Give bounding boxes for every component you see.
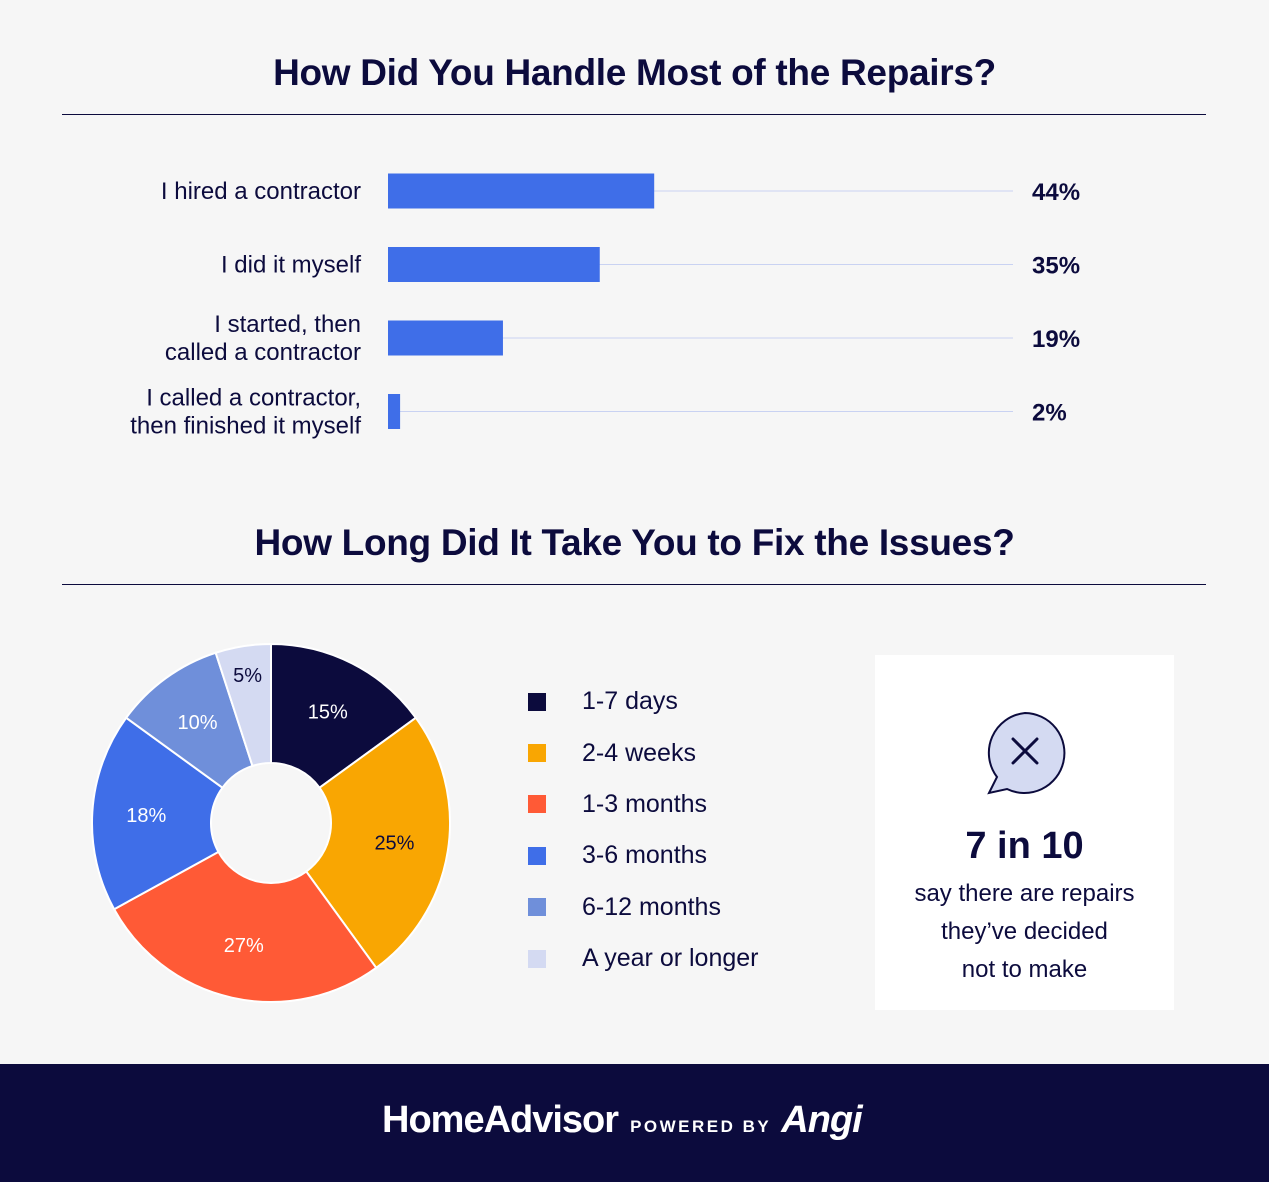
bar xyxy=(388,247,600,282)
x-speech-bubble-icon xyxy=(987,711,1066,795)
legend-label: 3-6 months xyxy=(582,841,708,870)
bar-category-label: I did it myself xyxy=(221,252,361,279)
bar-value-label: 2% xyxy=(1032,400,1067,427)
pie-slice-label: 27% xyxy=(224,935,264,957)
title-divider xyxy=(62,114,1206,115)
stat-text-line: not to make xyxy=(961,956,1088,983)
legend-label: 2-4 weeks xyxy=(582,738,696,767)
brand-logo: HomeAdvisor POWERED BY Angi xyxy=(382,1099,863,1143)
footer-bar xyxy=(0,1064,1269,1182)
legend-item: 3-6 months xyxy=(528,830,759,881)
stat-number: 7 in 10 xyxy=(965,825,1084,867)
legend-label: 1-7 days xyxy=(582,687,678,716)
stat-description: say there are repairs they’ve decided no… xyxy=(875,875,1174,989)
bar-category-label: I called a contractor, xyxy=(146,385,361,412)
donut-chart: 15% 25% 27% 18% 10% 5% xyxy=(91,642,451,1003)
bar xyxy=(388,320,503,356)
bar xyxy=(388,394,401,429)
legend-swatch xyxy=(528,744,546,763)
stat-text-line: they’ve decided xyxy=(941,918,1108,945)
pie-slice xyxy=(304,716,451,970)
pie-slice-label: 25% xyxy=(374,833,414,855)
legend-swatch xyxy=(528,949,546,968)
legend-label: 1-3 months xyxy=(582,789,708,818)
pie-slice-label: 15% xyxy=(308,702,348,724)
legend-swatch xyxy=(528,692,546,711)
partner-logo: Angi xyxy=(781,1099,862,1141)
legend-swatch xyxy=(528,795,546,814)
pie-slice xyxy=(91,716,224,911)
legend-item: 6-12 months xyxy=(528,882,759,933)
bar-category-label: called a contractor xyxy=(165,339,361,366)
legend-label: A year or longer xyxy=(582,944,759,973)
legend-label: 6-12 months xyxy=(582,892,721,921)
pie-slice xyxy=(112,850,378,1003)
powered-by-text: POWERED BY xyxy=(630,1117,772,1136)
bar-value-label: 35% xyxy=(1032,253,1080,280)
pie-slice-label: 18% xyxy=(126,805,166,827)
legend-item: 1-7 days xyxy=(528,676,759,727)
pie-chart-title: How Long Did It Take You to Fix the Issu… xyxy=(254,522,1015,563)
bar-category-label: then finished it myself xyxy=(130,413,361,440)
pie-slice xyxy=(270,642,418,790)
stat-text-line: say there are repairs xyxy=(914,880,1135,907)
bar-value-label: 19% xyxy=(1032,326,1080,353)
bar-category-label: I hired a contractor xyxy=(161,178,361,205)
stat-callout-card: 7 in 10 say there are repairs they’ve de… xyxy=(875,655,1174,1010)
bar-chart: I hired a contractor 44% I did it myself 35… xyxy=(130,173,1080,440)
bar-value-label: 44% xyxy=(1032,179,1080,206)
title-divider xyxy=(62,584,1206,585)
pie-slice-label: 5% xyxy=(233,665,262,687)
bar-chart-title: How Did You Handle Most of the Repairs? xyxy=(273,52,996,93)
legend-swatch xyxy=(528,846,546,865)
legend-swatch xyxy=(528,898,546,917)
legend-item: A year or longer xyxy=(528,933,759,984)
legend-item: 2-4 weeks xyxy=(528,727,759,778)
pie-slice xyxy=(124,651,254,790)
pie-slice xyxy=(214,642,272,768)
legend-item: 1-3 months xyxy=(528,779,759,830)
pie-legend: 1-7 days 2-4 weeks 1-3 months 3-6 months… xyxy=(528,676,759,984)
brand-name: HomeAdvisor xyxy=(382,1099,619,1141)
bar xyxy=(388,173,655,209)
pie-slice-label: 10% xyxy=(178,712,218,734)
bar-category-label: I started, then xyxy=(214,311,361,338)
